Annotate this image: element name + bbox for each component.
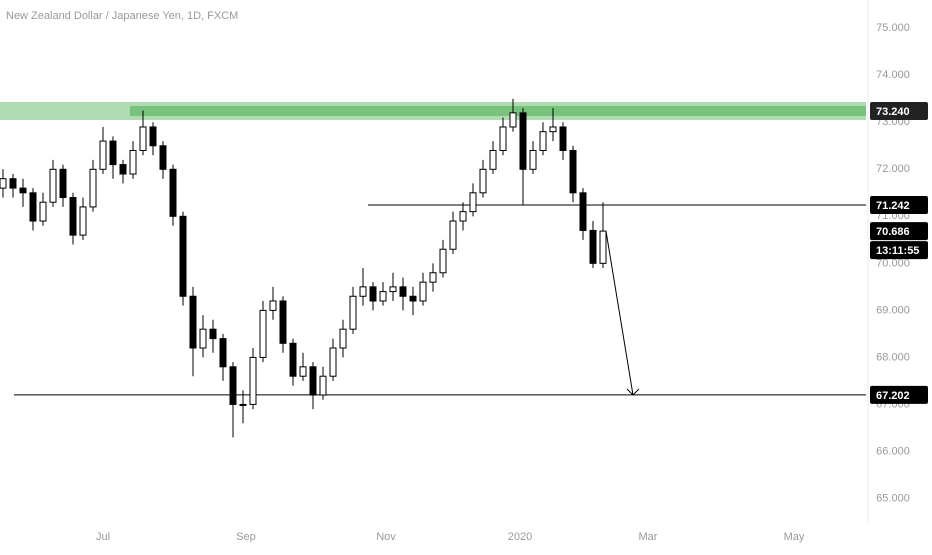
candle-body	[239, 403, 247, 406]
candle-body	[299, 366, 307, 377]
candle-body	[419, 281, 427, 302]
candle-body	[19, 187, 27, 194]
y-tick-label: 73.000	[876, 116, 910, 128]
level-tag: 73.240	[876, 106, 910, 118]
x-tick-label: Sep	[236, 531, 256, 543]
x-tick-label: 2020	[508, 531, 532, 543]
candle-body	[509, 112, 517, 128]
candle-body	[279, 300, 287, 344]
candle-body	[69, 197, 77, 236]
x-tick-label: Mar	[639, 531, 658, 543]
candle-body	[119, 164, 127, 175]
candle-body	[469, 192, 477, 213]
last-price-tag-bg	[870, 222, 928, 241]
candle-body	[329, 347, 337, 377]
level-tag-bg	[870, 195, 928, 214]
candle-body	[79, 206, 87, 236]
last-price-tag: 70.686	[876, 226, 910, 238]
resistance-zone-core	[130, 105, 866, 116]
candle-body	[529, 149, 537, 170]
candle-body	[289, 342, 297, 377]
candle-body	[519, 112, 527, 170]
candle-body	[359, 286, 367, 297]
candle-body	[59, 168, 67, 199]
y-tick-label: 68.000	[876, 351, 910, 363]
candle-body	[589, 229, 597, 264]
candle-body	[489, 149, 497, 170]
candle-body	[109, 140, 117, 166]
x-tick-label: Nov	[376, 531, 396, 543]
y-tick-label: 65.000	[876, 492, 910, 504]
candle-body	[349, 295, 357, 330]
candle-body	[559, 126, 567, 151]
candle-body	[539, 131, 547, 151]
y-tick-label: 66.000	[876, 445, 910, 457]
countdown-tag-bg	[870, 241, 928, 260]
candle-body	[389, 286, 397, 293]
candle-body	[409, 295, 417, 302]
y-tick-label: 72.000	[876, 163, 910, 175]
candle-body	[249, 356, 257, 405]
y-tick-label: 69.000	[876, 304, 910, 316]
candle-body	[89, 168, 97, 208]
candle-body	[429, 272, 437, 283]
candle-body	[479, 168, 487, 194]
candle-body	[169, 168, 177, 217]
y-tick-label: 70.000	[876, 257, 910, 269]
candle-body	[0, 178, 7, 189]
candle-body	[179, 215, 187, 297]
level-tag: 71.242	[876, 200, 910, 212]
candle-body	[449, 220, 457, 250]
candle-body	[499, 126, 507, 151]
candle-body	[309, 366, 317, 396]
candle-body	[549, 126, 557, 133]
projection-arrow	[605, 231, 634, 396]
candle-body	[29, 192, 37, 222]
candle-body	[129, 149, 137, 175]
candle-body	[439, 248, 447, 274]
candle-body	[99, 140, 107, 170]
candle-body	[149, 126, 157, 147]
candle-body	[269, 300, 277, 311]
candle-body	[569, 149, 577, 194]
level-tag-bg	[870, 385, 928, 404]
candle-body	[209, 328, 217, 340]
countdown-tag: 13:11:55	[876, 245, 919, 257]
candle-body	[219, 338, 227, 368]
candle-body	[369, 286, 377, 302]
candle-body	[229, 366, 237, 405]
y-tick-label: 75.000	[876, 22, 910, 34]
candle-body	[379, 291, 387, 302]
level-tag-bg	[870, 101, 928, 120]
arrow-head	[626, 388, 640, 396]
candle-body	[319, 375, 327, 396]
candle-body	[259, 309, 267, 358]
candle-body	[189, 295, 197, 349]
candle-body	[139, 126, 147, 151]
y-tick-label: 74.000	[876, 69, 910, 81]
chart-title: New Zealand Dollar / Japanese Yen, 1D, F…	[6, 10, 238, 22]
candle-body	[199, 328, 207, 349]
candle-body	[599, 230, 607, 264]
candle-body	[49, 168, 57, 203]
candle-body	[339, 328, 347, 349]
candle-body	[579, 192, 587, 231]
x-tick-label: Jul	[96, 531, 110, 543]
candle-body	[9, 178, 17, 189]
candle-body	[159, 145, 167, 170]
candle-body	[459, 211, 467, 222]
level-tag: 67.202	[876, 390, 910, 402]
x-tick-label: May	[784, 531, 805, 543]
candle-body	[39, 201, 47, 222]
candle-body	[399, 286, 407, 297]
